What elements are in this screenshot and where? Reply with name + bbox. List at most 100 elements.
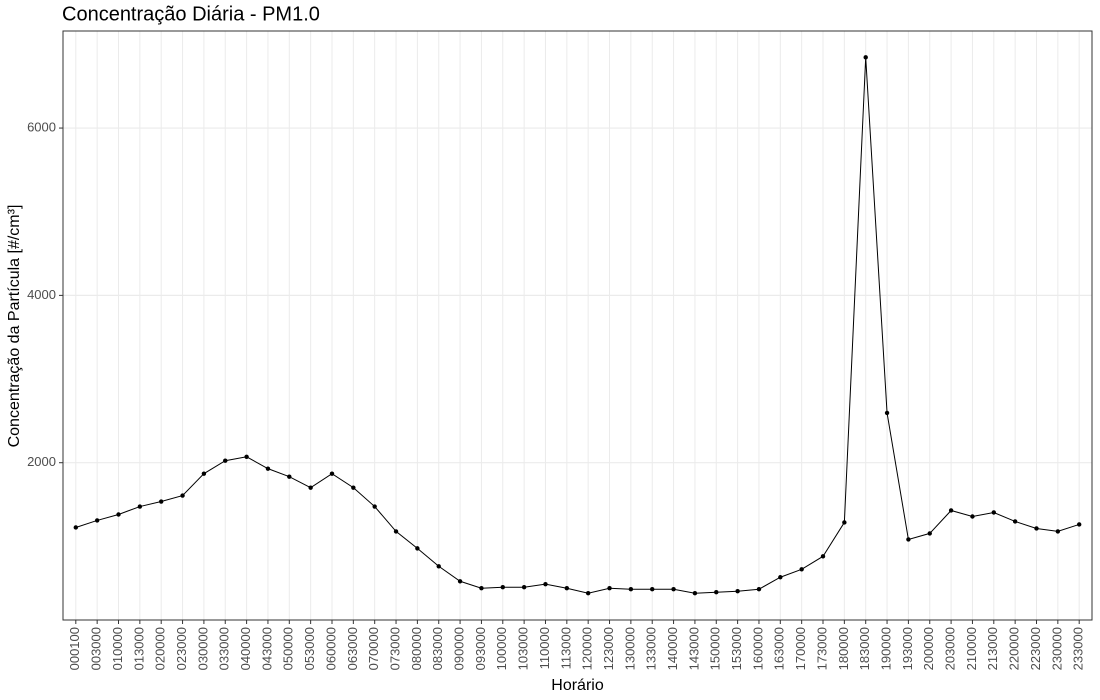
- x-tick-label: 220000: [1007, 627, 1022, 670]
- x-tick-label: 143000: [686, 627, 701, 670]
- x-tick-label: 020000: [153, 627, 168, 670]
- point: [607, 586, 612, 591]
- x-tick-label: 090000: [452, 627, 467, 670]
- point: [970, 514, 975, 519]
- point: [73, 525, 79, 530]
- x-tick-label: 200000: [921, 627, 936, 670]
- point: [948, 508, 954, 513]
- point: [180, 493, 185, 498]
- x-tick-label: 230000: [1049, 627, 1064, 670]
- point: [820, 554, 826, 559]
- x-tick-label: 183000: [857, 627, 872, 670]
- chart-title: Concentração Diária - PM1.0: [62, 3, 320, 25]
- x-tick-label: 120000: [580, 627, 595, 670]
- x-tick-label: 213000: [985, 627, 1000, 670]
- x-tick-label: 113000: [558, 627, 573, 669]
- point: [244, 454, 249, 459]
- plot-border: [62, 30, 1093, 621]
- x-tick-label: 110000: [537, 627, 552, 669]
- point: [756, 587, 762, 592]
- x-tick-label: 123000: [601, 627, 616, 670]
- x-tick-label: 233000: [1071, 627, 1086, 670]
- point: [842, 520, 847, 525]
- x-tick-label: 070000: [366, 627, 381, 670]
- x-tick-label: 133000: [644, 627, 659, 670]
- x-tick-label: 193000: [900, 627, 915, 670]
- point: [778, 575, 783, 580]
- point: [692, 591, 698, 596]
- x-tick-label: 203000: [943, 627, 958, 670]
- x-tick-label: 103000: [516, 627, 531, 670]
- x-tick-label: 040000: [238, 627, 253, 670]
- x-tick-label: 083000: [430, 627, 445, 670]
- point: [372, 504, 377, 509]
- x-tick-label: 223000: [1028, 627, 1043, 670]
- x-tick-label: 050000: [281, 627, 296, 670]
- x-tick-label: 063000: [345, 627, 360, 670]
- x-tick-label: 043000: [259, 627, 274, 670]
- point: [265, 466, 271, 471]
- x-tick-label: 210000: [964, 627, 979, 670]
- y-tick-label: 4000: [27, 287, 56, 302]
- point: [500, 585, 505, 590]
- point: [436, 564, 441, 569]
- point: [927, 531, 932, 536]
- x-tick-label: 170000: [793, 627, 808, 670]
- point: [799, 567, 804, 572]
- point: [628, 587, 634, 592]
- point: [94, 518, 100, 523]
- point: [1012, 519, 1018, 524]
- point: [564, 586, 570, 591]
- y-axis-title: Concentração da Partícula [#/cm³]: [6, 205, 23, 448]
- point: [351, 485, 356, 490]
- x-axis-title: Horário: [551, 677, 604, 694]
- x-tick-label: 160000: [750, 627, 765, 670]
- line: [75, 57, 1080, 594]
- point: [585, 591, 591, 596]
- point: [329, 471, 335, 476]
- x-tick-label: 030000: [195, 627, 210, 670]
- x-tick-label: 180000: [836, 627, 851, 670]
- point: [287, 474, 292, 479]
- x-tick-label: 140000: [665, 627, 680, 670]
- point: [223, 458, 228, 463]
- x-tick-label: 073000: [387, 627, 402, 670]
- x-tick-label: 033000: [217, 627, 232, 670]
- y-tick-label: 2000: [27, 454, 56, 469]
- x-tick-label: 093000: [473, 627, 488, 670]
- point: [1055, 529, 1061, 534]
- x-tick-label: 003000: [89, 627, 104, 670]
- point: [650, 587, 655, 592]
- x-tick-label: 080000: [409, 627, 424, 670]
- point: [159, 499, 164, 504]
- point: [479, 586, 484, 591]
- point: [521, 585, 527, 590]
- x-tick-label: 100000: [494, 627, 509, 670]
- x-tick-label: 010000: [110, 627, 125, 670]
- x-tick-label: 000100: [67, 627, 82, 670]
- point: [116, 512, 121, 517]
- point: [991, 510, 996, 515]
- point: [714, 590, 719, 595]
- point: [1076, 522, 1082, 527]
- point: [201, 471, 207, 476]
- x-tick-label: 060000: [323, 627, 338, 670]
- point: [735, 589, 740, 594]
- x-tick-label: 023000: [174, 627, 189, 670]
- point: [884, 410, 890, 416]
- x-tick-label: 150000: [708, 627, 723, 670]
- point: [863, 55, 868, 60]
- x-tick-label: 130000: [622, 627, 637, 670]
- point: [1034, 526, 1039, 531]
- point: [137, 504, 143, 509]
- x-tick-label: 190000: [878, 627, 893, 670]
- point: [308, 485, 313, 490]
- point: [671, 587, 676, 592]
- point: [393, 529, 399, 534]
- x-tick-label: 153000: [729, 627, 744, 670]
- point: [457, 579, 463, 584]
- y-tick-label: 6000: [27, 119, 56, 134]
- point: [415, 546, 420, 551]
- x-tick-label: 173000: [814, 627, 829, 670]
